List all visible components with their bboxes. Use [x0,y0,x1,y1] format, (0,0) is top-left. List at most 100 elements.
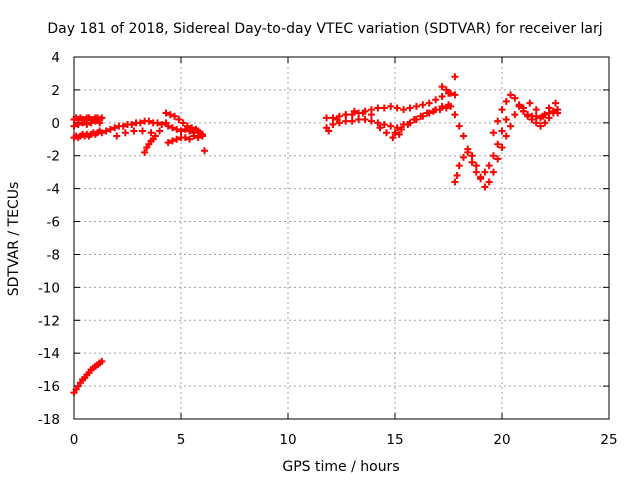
data-points [70,73,562,397]
x-tick-label: 15 [386,432,403,448]
x-tick-label: 10 [279,432,296,448]
y-axis: 4 2 0 -2 -4 -6 -8 -10 -12 -14 -16 -18 [38,50,609,428]
data-point [387,122,395,130]
data-point [106,125,114,133]
x-tick-label: 5 [177,432,186,448]
data-point [539,112,547,120]
data-point [91,117,99,125]
data-point [404,120,412,128]
data-point [164,139,172,147]
data-point [485,162,493,170]
data-point [442,104,450,112]
y-tick-label: -2 [47,149,60,165]
y-tick-label: -4 [47,182,60,198]
data-point [201,147,209,155]
data-point [438,92,446,100]
data-point [502,116,510,124]
data-point [451,178,459,186]
data-point [436,106,444,114]
data-point [502,97,510,105]
data-point [393,124,401,132]
data-point [397,125,405,133]
y-tick-label: 2 [51,83,60,99]
data-point [98,129,106,137]
x-axis-label: GPS time / hours [282,459,399,475]
data-point [168,124,176,132]
data-point [186,135,194,143]
data-point [507,91,515,99]
data-point [168,137,176,145]
data-point [162,109,170,117]
data-point [400,106,408,114]
data-point [367,111,375,119]
data-point [417,112,425,120]
data-point [111,124,119,132]
data-point [406,104,414,112]
data-point [367,117,375,125]
data-point [464,148,472,156]
x-tick-label: 20 [493,432,510,448]
data-point [447,102,455,110]
data-point [79,119,87,127]
data-point [374,104,382,112]
data-point [329,120,337,128]
data-point [342,117,350,125]
data-point [468,152,476,160]
data-point [156,127,164,135]
data-point [459,153,467,161]
x-tick-label: 0 [70,432,79,448]
data-point [380,120,388,128]
data-point [190,132,198,140]
y-tick-label: -10 [38,280,60,296]
data-point [113,132,121,140]
data-point [498,106,506,114]
data-point [158,120,166,128]
data-point [374,119,382,127]
y-tick-label: 4 [51,50,60,66]
data-point [359,109,367,117]
data-point [119,122,127,130]
data-point [173,135,181,143]
data-point [141,148,149,156]
data-point [186,127,194,135]
data-point [432,96,440,104]
data-point [453,171,461,179]
data-point [545,104,553,112]
data-point [329,114,337,122]
data-point [526,99,534,107]
data-point [502,132,510,140]
data-point [438,83,446,91]
data-point [166,111,174,119]
data-point [451,111,459,119]
data-point [389,134,397,142]
data-point [325,127,333,135]
data-point [121,129,129,137]
data-point [87,119,95,127]
data-point [83,120,91,128]
data-point [130,127,138,135]
data-point [481,168,489,176]
data-point [451,91,459,99]
data-point [181,134,189,142]
data-point [179,119,187,127]
data-point [198,132,206,140]
data-point [552,99,559,107]
y-tick-label: -16 [38,379,60,395]
data-point [485,178,493,186]
data-point [511,94,519,102]
data-point [194,134,202,142]
data-point [430,107,438,115]
plot-frame [73,56,610,420]
chart-title: Day 181 of 2018, Sidereal Day-to-day VTE… [47,21,602,37]
y-axis-label: SDTVAR / TECUs [6,182,22,297]
y-tick-label: -14 [38,346,60,362]
data-point [507,122,515,130]
data-point [455,162,463,170]
data-point [489,168,497,176]
data-point [532,119,540,127]
data-point [96,119,104,127]
data-point [477,175,485,183]
data-point [412,102,420,110]
data-point [74,120,82,128]
data-point [98,114,106,122]
